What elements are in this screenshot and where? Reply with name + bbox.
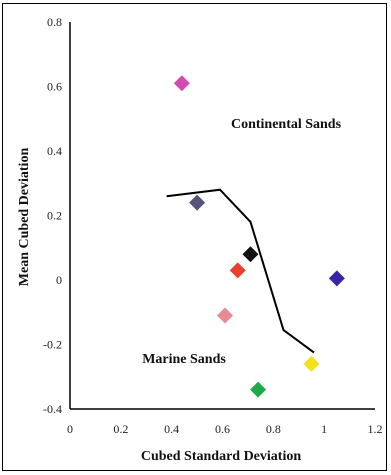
x-tick-label: 0.4 (164, 422, 179, 436)
x-tick-label: 1.2 (368, 422, 383, 436)
x-tick-label: 0.8 (266, 422, 281, 436)
x-tick-label: 0.2 (113, 422, 128, 436)
y-axis-title: Mean Cubed Deviation (17, 148, 32, 287)
y-tick-label: -0.2 (43, 338, 62, 352)
axes (69, 22, 375, 410)
continental-sands-label: Continental Sands (231, 117, 342, 132)
data-point (229, 262, 246, 279)
y-tick-label: -0.4 (43, 402, 62, 416)
data-point (328, 270, 345, 287)
y-tick-label: 0.4 (47, 144, 62, 158)
y-tick-label: 0.6 (47, 80, 62, 94)
x-axis-title: Cubed Standard Deviation (141, 449, 301, 464)
marine-sands-label: Marine Sands (142, 352, 226, 367)
x-tick-label: 1 (321, 422, 327, 436)
data-point (250, 381, 267, 398)
data-point (217, 307, 234, 324)
y-tick-labels: 0.8 0.6 0.4 0.2 0 -0.2 -0.4 (43, 15, 62, 416)
y-tick-label: 0 (56, 273, 62, 287)
boundary-line (166, 188, 315, 354)
data-point (242, 246, 259, 263)
data-point (173, 75, 190, 92)
x-tick-label: 0 (67, 422, 73, 436)
data-points (173, 75, 345, 398)
chart-frame (2, 3, 387, 471)
x-tick-labels: 0 0.2 0.4 0.6 0.8 1 1.2 (67, 422, 383, 436)
data-point (189, 194, 206, 211)
data-point (303, 355, 320, 372)
y-tick-label: 0.2 (47, 209, 62, 223)
x-tick-label: 0.6 (215, 422, 230, 436)
y-tick-label: 0.8 (47, 15, 62, 29)
